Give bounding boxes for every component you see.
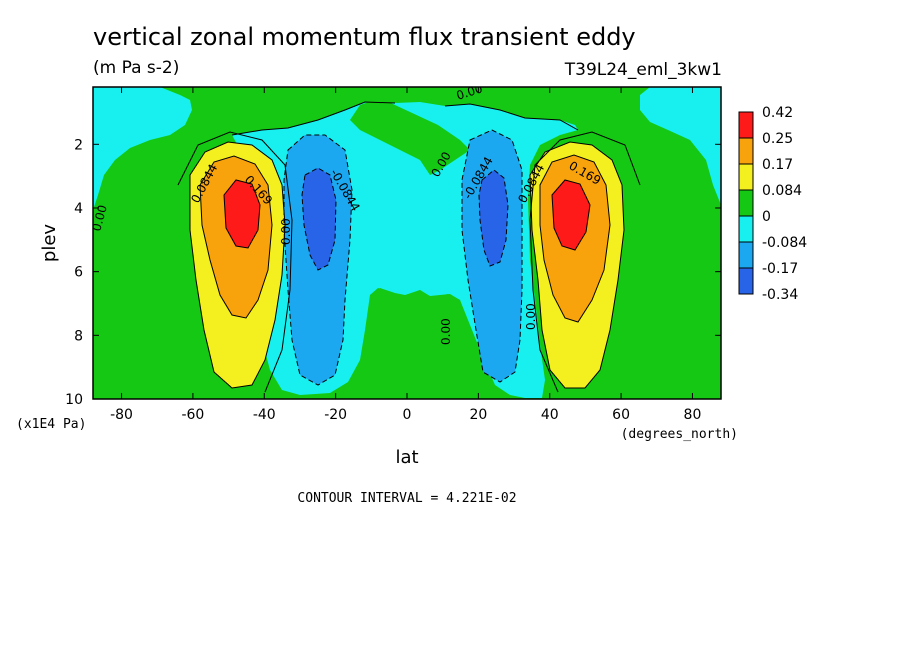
colorbar-label: 0 xyxy=(762,209,771,225)
x-tick-label: 80 xyxy=(684,407,702,423)
plot-area: 0.00 0.00 0.00 0.00 0.00 0.0844 0.169 0.… xyxy=(93,87,721,399)
sh-positive-contour-inner xyxy=(199,155,273,319)
nh-positive-contour-inner xyxy=(539,154,611,323)
x-tick-label: -60 xyxy=(181,407,204,423)
units-label: (m Pa s-2) xyxy=(93,58,179,78)
colorbar-label: 0.42 xyxy=(762,105,793,121)
sh-red-core xyxy=(224,180,260,248)
chart-title: vertical zonal momentum flux transient e… xyxy=(93,23,636,51)
sh-outer-thin-contour xyxy=(177,131,293,393)
colorbar: 0.42 0.25 0.17 0.084 0 -0.084 -0.17 -0.34 xyxy=(738,105,807,303)
nh-negative-contour-outer xyxy=(461,129,523,383)
y-tick-label: 8 xyxy=(74,328,83,344)
x-axis: -80 -60 -40 -20 0 20 40 60 80 xyxy=(110,87,701,423)
cyan-region-upper-left xyxy=(93,87,192,210)
contour-label-zero-lower-right: 0.00 xyxy=(524,303,538,330)
nh-outer-thin-contour xyxy=(529,131,641,393)
colorbar-segment xyxy=(738,215,754,243)
nh-darkblue-core xyxy=(479,170,508,266)
x-axis-units: (degrees_north) xyxy=(621,427,738,442)
contour-label-zero-sh: 0.00 xyxy=(279,218,293,245)
colorbar-segment xyxy=(738,111,754,139)
sh-positive-contour-core xyxy=(223,179,261,249)
experiment-label: T39L24_eml_3kw1 xyxy=(564,60,722,80)
colorbar-segment xyxy=(738,189,754,217)
y-tick-label: 2 xyxy=(74,137,83,153)
colorbar-label: -0.34 xyxy=(762,287,798,303)
sh-darkblue-core xyxy=(302,168,336,270)
x-tick-label: 20 xyxy=(469,407,487,423)
y-tick-label: 4 xyxy=(74,201,83,217)
colorbar-label: -0.17 xyxy=(762,261,798,277)
nh-red-core xyxy=(552,180,590,250)
cyan-region-upper-right xyxy=(640,87,721,205)
green-wedge-top-center xyxy=(350,98,470,175)
green-island-central xyxy=(365,288,472,398)
x-axis-label: lat xyxy=(395,447,418,468)
y-axis-units: (x1E4 Pa) xyxy=(16,417,86,432)
sh-positive-contour-outer xyxy=(189,141,286,389)
colorbar-label: -0.084 xyxy=(762,235,807,251)
x-tick-label: 40 xyxy=(541,407,559,423)
y-axis-label: plev xyxy=(39,224,60,263)
colorbar-label: 0.084 xyxy=(762,183,802,199)
zero-contour-sh xyxy=(231,101,396,136)
y-axis: 2 4 6 8 10 xyxy=(65,137,721,408)
sh-negative-contour-core xyxy=(301,167,337,271)
nh-negative-contour-core xyxy=(478,169,509,267)
colorbar-segment xyxy=(738,241,754,269)
contour-interval-note: CONTOUR INTERVAL = 4.221E-02 xyxy=(297,491,516,506)
negative-contour-lines xyxy=(283,129,523,386)
colorbar-segment xyxy=(738,267,754,295)
colorbar-label: 0.17 xyxy=(762,157,793,173)
x-tick-label: -80 xyxy=(110,407,133,423)
zero-contour-nh xyxy=(444,103,579,131)
colorbar-segment xyxy=(738,163,754,191)
x-tick-label: 60 xyxy=(612,407,630,423)
nh-positive-contour-core xyxy=(551,179,591,251)
x-tick-label: 0 xyxy=(403,407,412,423)
nh-positive-contour-outer xyxy=(529,141,625,389)
contour-lines xyxy=(177,101,641,393)
x-tick-label: -20 xyxy=(324,407,347,423)
colorbar-label: 0.25 xyxy=(762,131,793,147)
contour-label-zero-lower-center: 0.00 xyxy=(439,318,453,345)
x-tick-label: -40 xyxy=(253,407,276,423)
y-tick-label: 6 xyxy=(74,265,83,281)
colorbar-segment xyxy=(738,137,754,165)
sh-negative-contour-outer xyxy=(283,134,353,386)
y-tick-label: 10 xyxy=(65,392,83,408)
